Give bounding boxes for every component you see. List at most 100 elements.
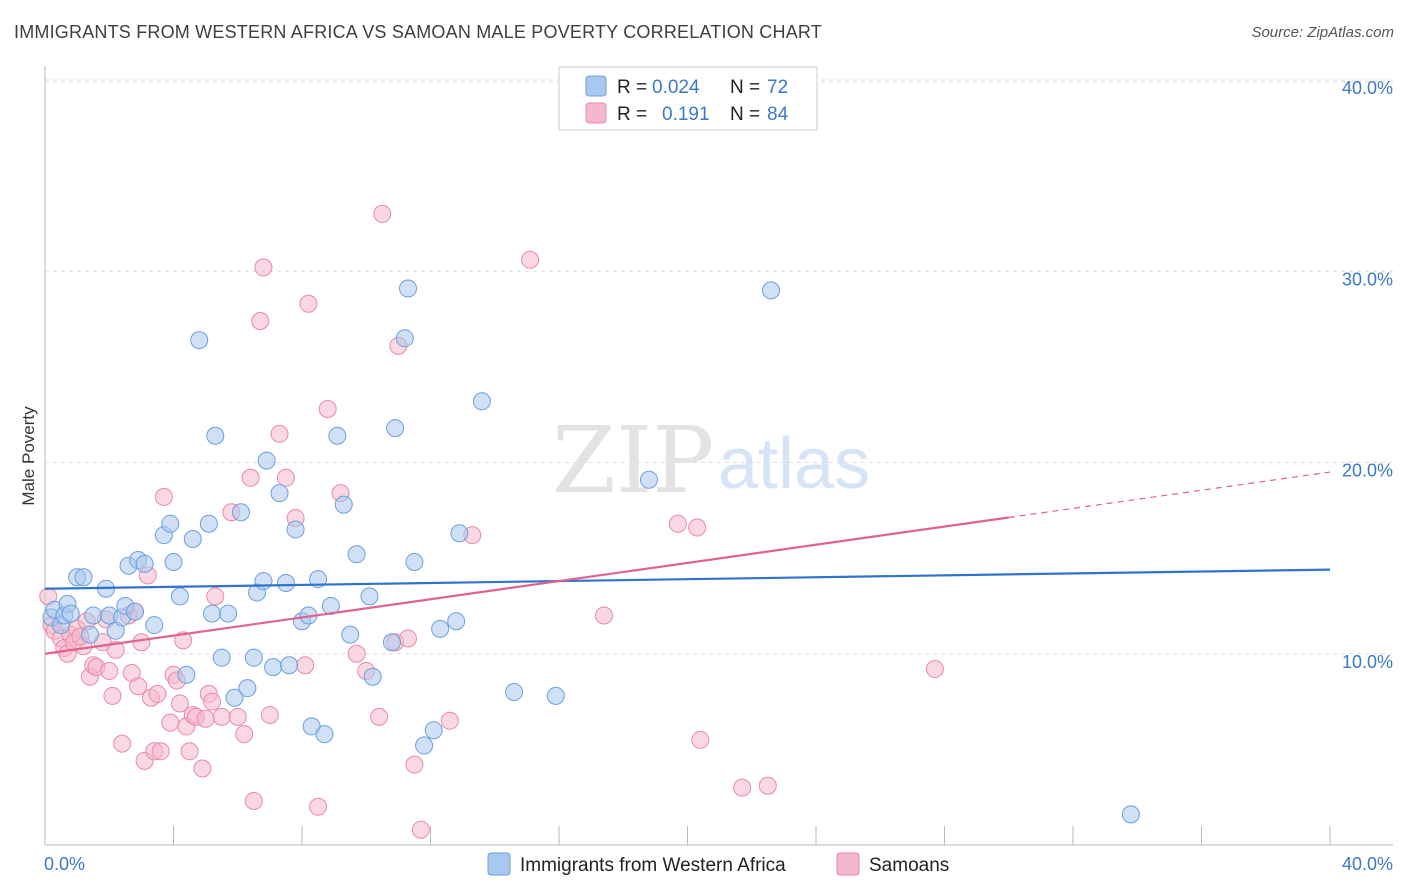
data-point-samoans (758, 776, 777, 795)
data-point-western-africa (135, 554, 154, 573)
data-point-samoans (594, 606, 613, 625)
data-point-samoans (228, 707, 247, 726)
watermark: ZIP atlas (552, 407, 870, 514)
data-point-western-africa (206, 426, 225, 445)
legend-n-value-pink: 84 (767, 104, 789, 125)
legend-r-label-blue: R = (617, 77, 647, 98)
data-point-western-africa (309, 570, 328, 589)
data-point-western-africa (264, 658, 283, 677)
data-point-samoans (276, 468, 295, 487)
legend-swatch-pink (585, 102, 607, 124)
data-point-western-africa (321, 596, 340, 615)
data-point-samoans (170, 694, 189, 713)
source-label: Source: ZipAtlas.com (1251, 24, 1394, 41)
data-point-samoans (106, 640, 125, 659)
data-point-samoans (132, 633, 151, 652)
data-point-western-africa (286, 520, 305, 539)
data-point-samoans (103, 686, 122, 705)
data-point-samoans (347, 644, 366, 663)
data-point-western-africa (395, 329, 414, 348)
bottom-legend-label-blue: Immigrants from Western Africa (520, 855, 786, 876)
data-point-samoans (405, 755, 424, 774)
data-point-western-africa (639, 470, 658, 489)
data-point-samoans (235, 725, 254, 744)
data-point-western-africa (360, 587, 379, 606)
data-point-western-africa (328, 426, 347, 445)
x-tick-label: 40.0% (1342, 854, 1393, 874)
data-point-samoans (260, 705, 279, 724)
data-point-samoans (296, 656, 315, 675)
chart-title: IMMIGRANTS FROM WESTERN AFRICA VS SAMOAN… (14, 22, 822, 42)
data-point-western-africa (212, 648, 231, 667)
data-point-samoans (161, 713, 180, 732)
data-point-western-africa (1121, 805, 1140, 824)
data-point-western-africa (84, 606, 103, 625)
bottom-legend-label-pink: Samoans (869, 855, 949, 876)
data-point-western-africa (145, 616, 164, 635)
data-point-samoans (309, 797, 328, 816)
data-point-western-africa (334, 495, 353, 514)
data-point-western-africa (190, 331, 209, 350)
data-point-western-africa (231, 503, 250, 522)
data-point-samoans (688, 518, 707, 537)
data-point-samoans (411, 820, 430, 839)
data-point-western-africa (546, 686, 565, 705)
data-point-western-africa (219, 604, 238, 623)
data-point-western-africa (399, 279, 418, 298)
data-point-samoans (174, 631, 193, 650)
data-point-western-africa (257, 451, 276, 470)
data-point-western-africa (203, 604, 222, 623)
data-point-western-africa (363, 667, 382, 686)
trend-line-western-africa-solid (44, 568, 1331, 590)
data-point-samoans (399, 629, 418, 648)
y-tick-label: 30.0% (1342, 269, 1393, 289)
data-point-western-africa (161, 514, 180, 533)
data-point-samoans (691, 730, 710, 749)
legend-n-value-blue: 72 (767, 77, 788, 98)
data-point-samoans (206, 587, 225, 606)
bottom-legend-swatch-blue (487, 852, 511, 876)
data-point-western-africa (762, 281, 781, 300)
watermark-atlas: atlas (718, 424, 870, 504)
y-tick-label: 20.0% (1342, 461, 1393, 481)
data-point-western-africa (450, 524, 469, 543)
data-point-western-africa (505, 683, 524, 701)
bottom-legend-swatch-pink (836, 852, 860, 876)
data-point-samoans (521, 250, 540, 269)
data-point-samoans (241, 468, 260, 487)
grid (45, 79, 1393, 655)
data-point-samoans (668, 514, 687, 533)
data-point-western-africa (61, 604, 80, 623)
data-point-samoans (196, 709, 215, 728)
data-point-samoans (193, 759, 212, 778)
legend-n-label-blue: N = (730, 77, 760, 98)
data-point-western-africa (431, 619, 450, 638)
data-point-samoans (270, 424, 289, 443)
data-point-samoans (299, 294, 318, 313)
data-point-samoans (203, 692, 222, 711)
legend-r-label-pink: R = (617, 104, 647, 125)
data-point-western-africa (199, 514, 218, 533)
y-axis-title: Male Poverty (19, 406, 38, 506)
data-point-western-africa (270, 484, 289, 503)
data-point-samoans (129, 677, 148, 696)
data-point-western-africa (382, 633, 401, 652)
data-point-western-africa (315, 725, 334, 744)
axes (44, 66, 1393, 846)
y-tick-label: 10.0% (1342, 652, 1393, 672)
data-point-western-africa (347, 545, 366, 564)
data-point-western-africa (238, 679, 257, 698)
data-point-western-africa (424, 721, 443, 740)
data-point-samoans (440, 711, 459, 730)
data-point-western-africa (170, 587, 189, 606)
data-point-western-africa (254, 572, 273, 591)
stats-legend: R = 0.024 N = 72 R = 0.191 N = 84 (558, 66, 818, 131)
data-point-western-africa (164, 552, 183, 571)
legend-n-label-pink: N = (730, 104, 760, 125)
data-point-samoans (100, 661, 119, 680)
data-point-samoans (318, 399, 337, 418)
legend-r-value-pink: 0.191 (662, 104, 710, 125)
data-point-samoans (925, 660, 944, 679)
data-point-western-africa (341, 625, 360, 644)
